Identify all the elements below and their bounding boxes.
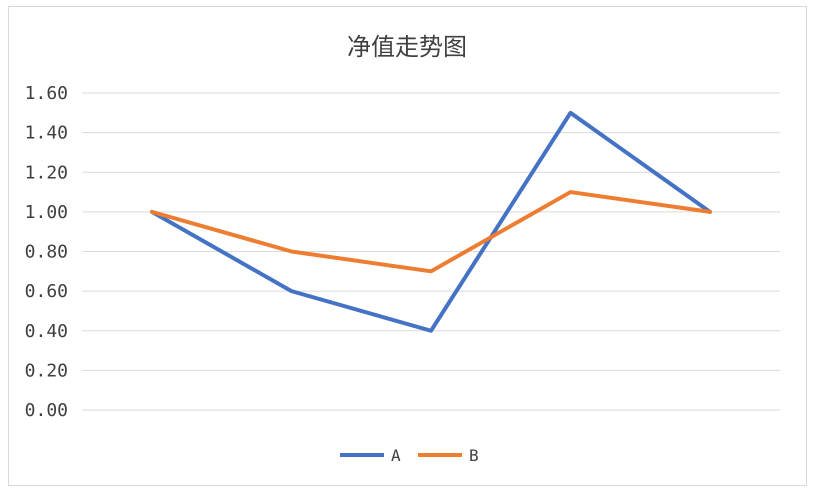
y-tick-label: 1.40 <box>25 123 68 144</box>
y-tick-label: 1.20 <box>25 162 68 183</box>
series-line-a <box>150 110 712 333</box>
legend-label-a: A <box>391 446 401 465</box>
legend-label-b: B <box>469 446 479 465</box>
chart-title: 净值走势图 <box>347 33 467 61</box>
y-tick-label: 0.80 <box>25 242 68 263</box>
y-tick-label: 0.40 <box>25 321 68 342</box>
y-tick-label: 0.20 <box>25 360 68 381</box>
gridlines <box>82 92 780 411</box>
y-tick-label: 0.60 <box>25 281 68 302</box>
y-tick-label: 1.60 <box>25 83 68 104</box>
series-line-b <box>150 190 712 274</box>
chart-frame <box>8 6 807 486</box>
series-lines <box>150 110 712 333</box>
y-tick-label: 1.00 <box>25 202 68 223</box>
y-tick-label: 0.00 <box>25 400 68 421</box>
y-axis-ticks: 0.00 0.20 0.40 0.60 0.80 1.00 1.20 1.40 1.60 <box>25 83 68 421</box>
